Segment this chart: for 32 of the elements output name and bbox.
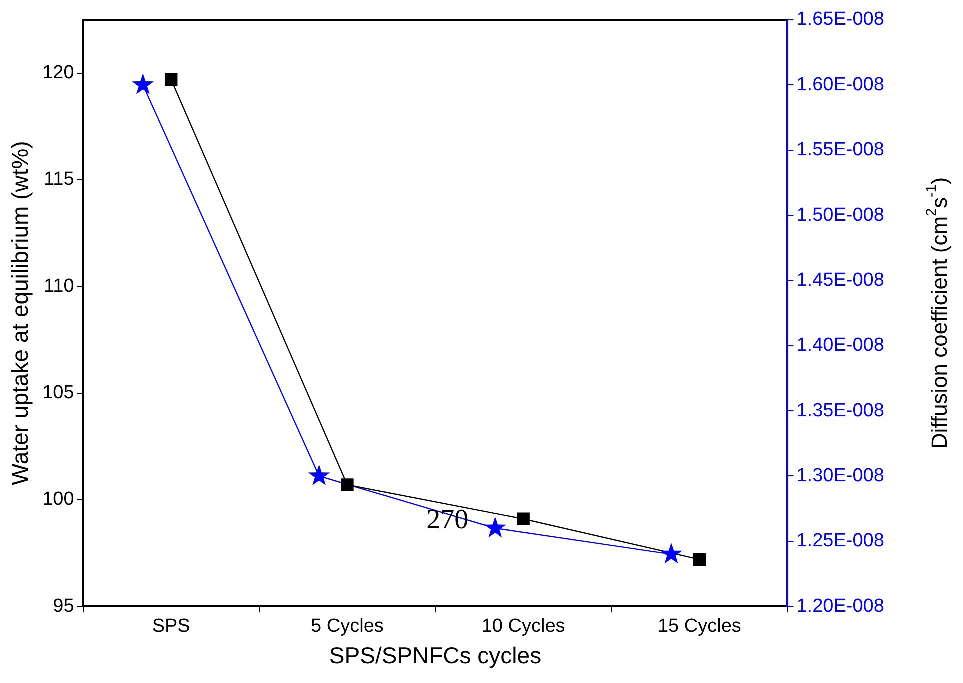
point: [308, 464, 330, 486]
y2-tick-label: 1.50E-008: [796, 204, 884, 226]
point: [484, 516, 506, 538]
point: [164, 73, 178, 86]
point: [660, 542, 682, 564]
y-tick-label: 120: [42, 62, 74, 84]
y2-tick-label: 1.40E-008: [796, 335, 884, 356]
y2-tick-label: 1.35E-008: [796, 400, 884, 422]
y2-tick-label: 1.55E-008: [796, 140, 884, 161]
x-tick-label: 10 Cycles: [482, 616, 566, 638]
y-axis-title: Water uptake at equilibrium (wt%): [7, 141, 34, 486]
x-tick-label: 5 Cycles: [311, 616, 384, 638]
x-tick-label: SPS: [152, 616, 190, 638]
x-axis-title: SPS/SPNFCs cycles: [329, 642, 542, 669]
y2-tick-label: 1.65E-008: [796, 9, 884, 30]
y-tick-label: 95: [53, 596, 74, 617]
y2-axis-title: Diffusion coefficient (cm2s-1): [924, 177, 952, 450]
y-tick-label: 115: [44, 169, 74, 190]
y-tick-label: 100: [42, 489, 74, 510]
y2-tick-label: 1.45E-008: [796, 270, 884, 291]
point: [517, 512, 530, 526]
point: [341, 478, 354, 492]
y-tick-label: 110: [44, 276, 74, 297]
y2-tick-label: 1.30E-008: [796, 465, 884, 486]
annotation: 270: [426, 504, 469, 536]
y-tick-label: 105: [42, 382, 74, 404]
point: [693, 553, 706, 566]
x-tick-label: 15 Cycles: [658, 616, 742, 638]
point: [132, 74, 154, 94]
y2-tick-label: 1.60E-008: [796, 74, 884, 96]
y2-tick-label: 1.25E-008: [796, 530, 884, 552]
y2-tick-label: 1.20E-008: [796, 596, 884, 617]
